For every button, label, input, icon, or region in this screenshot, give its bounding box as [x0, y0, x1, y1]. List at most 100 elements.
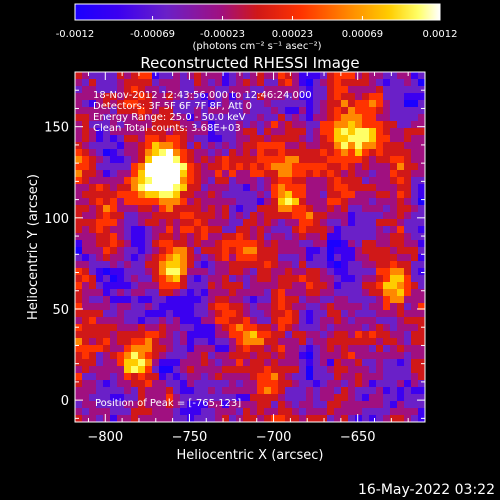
heatmap-cell — [418, 303, 425, 311]
heatmap-cell — [334, 261, 342, 269]
heatmap-cell — [208, 177, 216, 185]
heatmap-cell — [208, 359, 216, 367]
heatmap-cell — [194, 149, 202, 157]
heatmap-cell — [82, 352, 90, 360]
heatmap-cell — [383, 240, 391, 248]
heatmap-cell — [348, 373, 356, 381]
heatmap-cell — [250, 352, 258, 360]
heatmap-cell — [278, 156, 286, 164]
heatmap-cell — [264, 317, 272, 325]
heatmap-cell — [152, 212, 160, 220]
heatmap-cell — [215, 317, 223, 325]
heatmap-cell — [222, 184, 230, 192]
heatmap-cell — [334, 240, 342, 248]
heatmap-cell — [131, 331, 139, 339]
heatmap-cell — [411, 254, 419, 262]
heatmap-cell — [264, 184, 272, 192]
heatmap-cell — [222, 296, 230, 304]
heatmap-cell — [152, 226, 160, 234]
heatmap-cell — [166, 205, 174, 213]
heatmap-cell — [208, 233, 216, 241]
heatmap-cell — [159, 310, 167, 318]
heatmap-cell — [285, 254, 293, 262]
heatmap-cell — [390, 331, 398, 339]
heatmap-cell — [229, 317, 237, 325]
heatmap-cell — [187, 114, 195, 122]
heatmap-cell — [201, 254, 209, 262]
heatmap-cell — [257, 128, 265, 136]
heatmap-cell — [348, 282, 356, 290]
heatmap-cell — [320, 275, 328, 283]
overlay-line-detectors: Detectors: 3F 5F 6F 7F 8F, Att 0 — [93, 101, 252, 112]
heatmap-cell — [103, 352, 111, 360]
heatmap-cell — [327, 296, 335, 304]
heatmap-cell — [292, 212, 300, 220]
heatmap-cell — [376, 401, 384, 409]
heatmap-cell — [390, 254, 398, 262]
heatmap-cell — [229, 226, 237, 234]
heatmap-cell — [334, 317, 342, 325]
heatmap-cell — [236, 219, 244, 227]
heatmap-cell — [208, 128, 216, 136]
heatmap-cell — [180, 247, 188, 255]
heatmap-cell — [418, 310, 425, 318]
heatmap-cell — [201, 261, 209, 269]
heatmap-cell — [355, 142, 363, 150]
heatmap-cell — [327, 156, 335, 164]
heatmap-cell — [299, 380, 307, 388]
heatmap-cell — [124, 128, 132, 136]
heatmap-cell — [145, 100, 153, 108]
heatmap-cell — [320, 380, 328, 388]
heatmap-cell — [250, 233, 258, 241]
heatmap-cell — [376, 352, 384, 360]
heatmap-cell — [103, 303, 111, 311]
heatmap-cell — [250, 324, 258, 332]
heatmap-cell — [173, 394, 181, 402]
heatmap-cell — [334, 345, 342, 353]
heatmap-cell — [152, 359, 160, 367]
heatmap-cell — [75, 177, 83, 185]
heatmap-cell — [159, 233, 167, 241]
heatmap-cell — [117, 380, 125, 388]
heatmap-cell — [383, 324, 391, 332]
heatmap-cell — [341, 184, 349, 192]
heatmap-cell — [208, 149, 216, 157]
heatmap-cell — [82, 79, 90, 87]
heatmap-cell — [383, 331, 391, 339]
heatmap-cell — [180, 128, 188, 136]
heatmap-cell — [222, 408, 230, 416]
heatmap-cell — [110, 72, 118, 80]
heatmap-cell — [320, 142, 328, 150]
heatmap-cell — [152, 184, 160, 192]
heatmap-cell — [348, 93, 356, 101]
heatmap-cell — [383, 226, 391, 234]
heatmap-cell — [257, 79, 265, 87]
heatmap-cell — [348, 100, 356, 108]
heatmap-cell — [355, 380, 363, 388]
heatmap-cell — [313, 310, 321, 318]
heatmap-cell — [208, 268, 216, 276]
heatmap-cell — [320, 303, 328, 311]
heatmap-cell — [390, 149, 398, 157]
heatmap-cell — [264, 191, 272, 199]
heatmap-cell — [264, 205, 272, 213]
heatmap-cell — [180, 394, 188, 402]
heatmap-cell — [250, 275, 258, 283]
heatmap-cell — [208, 282, 216, 290]
heatmap-cell — [355, 387, 363, 395]
heatmap-cell — [306, 86, 314, 94]
heatmap-cell — [369, 93, 377, 101]
heatmap-cell — [250, 170, 258, 178]
heatmap-cell — [327, 401, 335, 409]
heatmap-cell — [124, 198, 132, 206]
heatmap-cell — [173, 366, 181, 374]
heatmap-cell — [369, 310, 377, 318]
heatmap-cell — [341, 282, 349, 290]
heatmap-cell — [75, 380, 83, 388]
heatmap-cell — [369, 156, 377, 164]
heatmap-cell — [341, 317, 349, 325]
heatmap-cell — [411, 72, 419, 80]
heatmap-cell — [180, 296, 188, 304]
heatmap-cell — [75, 254, 83, 262]
heatmap-cell — [82, 135, 90, 143]
